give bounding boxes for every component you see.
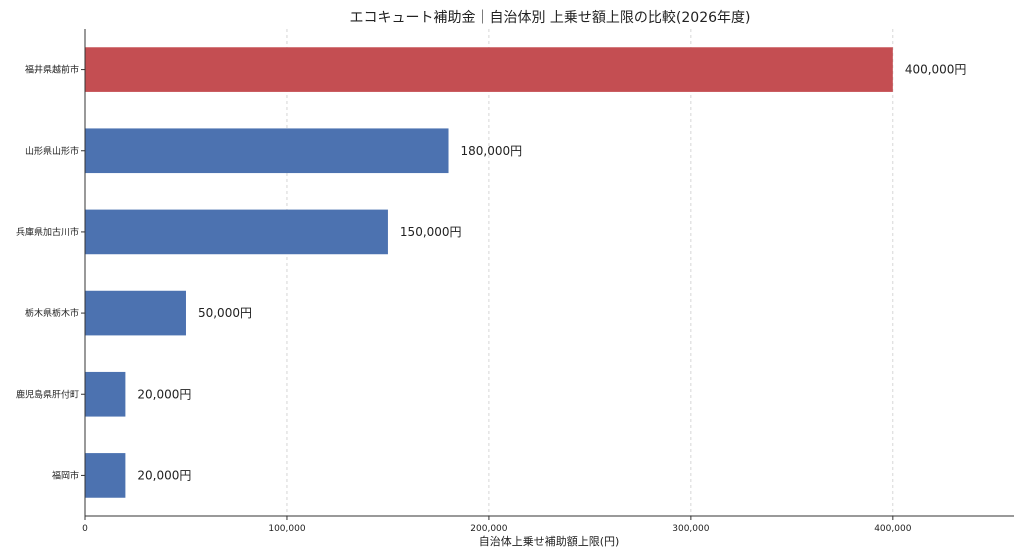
x-tick-label: 400,000 bbox=[874, 524, 911, 534]
data-label: 20,000円 bbox=[137, 468, 191, 482]
bar bbox=[85, 209, 388, 255]
data-label: 20,000円 bbox=[137, 387, 191, 401]
bar bbox=[85, 47, 893, 92]
category-label: 栃木県栃木市 bbox=[25, 307, 79, 319]
x-axis-title: 自治体上乗せ補助額上限(円) bbox=[479, 534, 620, 548]
category-label: 山形県山形市 bbox=[25, 145, 79, 157]
x-tick-layer: 0 100,000 200,000 300,000 400,000 bbox=[82, 516, 912, 534]
x-tick-label: 300,000 bbox=[672, 524, 709, 534]
bar bbox=[85, 128, 449, 174]
data-label: 150,000円 bbox=[400, 225, 462, 239]
category-label: 鹿児島県肝付町 bbox=[16, 388, 79, 400]
chart-title: エコキュート補助金｜自治体別 上乗せ額上限の比較(2026年度) bbox=[349, 10, 750, 26]
x-tick-label: 200,000 bbox=[470, 524, 507, 534]
x-tick-label: 0 bbox=[82, 524, 88, 534]
category-label: 兵庫県加古川市 bbox=[16, 226, 79, 238]
category-label: 福井県越前市 bbox=[25, 64, 79, 76]
data-label: 180,000円 bbox=[461, 144, 523, 158]
bar bbox=[85, 371, 126, 417]
data-label: 50,000円 bbox=[198, 306, 252, 320]
bar bbox=[85, 453, 126, 498]
data-label: 400,000円 bbox=[905, 63, 967, 77]
bar bbox=[85, 290, 186, 336]
grid-layer bbox=[286, 29, 894, 516]
category-label: 福岡市 bbox=[52, 469, 79, 481]
x-tick-label: 100,000 bbox=[268, 524, 305, 534]
